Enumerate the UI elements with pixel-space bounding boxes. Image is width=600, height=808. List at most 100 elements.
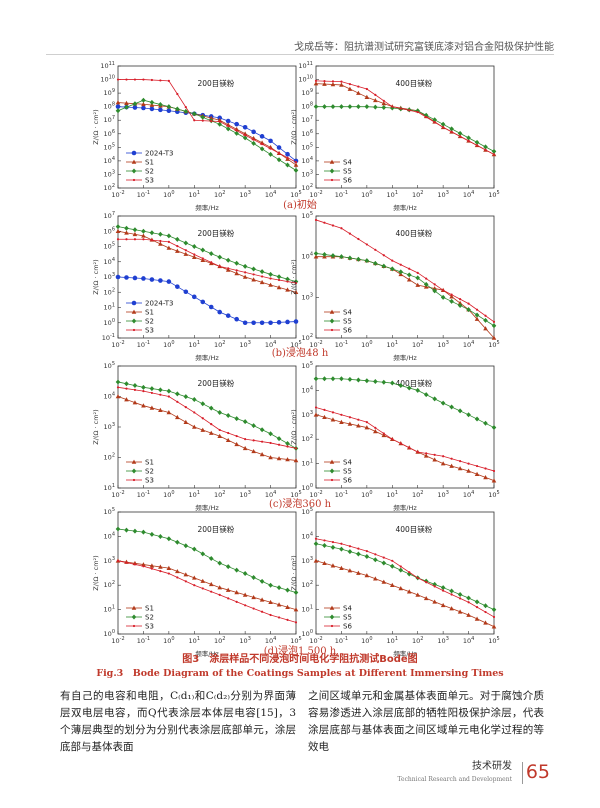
data-point-S1 <box>208 430 214 435</box>
y-tick-label: 104 <box>302 385 313 394</box>
data-point-S4 <box>432 286 437 291</box>
data-point-S5 <box>356 256 361 262</box>
y-tick-label: 1011 <box>298 61 313 70</box>
data-point-S4 <box>322 81 327 86</box>
data-point-S4 <box>457 466 463 471</box>
data-point-2024-T3 <box>268 138 273 144</box>
x-tick-label: 104 <box>463 190 474 199</box>
series-line-S3 <box>117 560 297 623</box>
data-point-S4 <box>347 86 353 91</box>
data-point-S6 <box>391 559 394 562</box>
y-tick-label: 1010 <box>298 75 313 84</box>
y-axis-label: Z/(Ω · cm²) <box>92 259 100 294</box>
data-point-S6 <box>475 464 479 468</box>
data-point-S5 <box>432 288 437 294</box>
data-point-2024-T3 <box>166 108 172 114</box>
x-tick-label: 101 <box>189 190 200 199</box>
data-point-S1 <box>208 581 214 587</box>
y-tick-label: 105 <box>104 361 115 370</box>
data-point-S3 <box>176 92 179 96</box>
data-point-S2 <box>124 381 129 387</box>
legend-marker <box>330 478 334 482</box>
data-point-S3 <box>277 443 281 446</box>
data-point-S4 <box>457 609 463 614</box>
x-tick-label: 102 <box>412 636 423 645</box>
series-line-S6 <box>315 407 495 472</box>
data-point-S2 <box>166 104 172 110</box>
data-point-2024-T3 <box>251 320 256 326</box>
y-tick-label: 107 <box>104 211 115 220</box>
data-point-S1 <box>183 572 189 577</box>
legend-marker <box>131 150 137 156</box>
x-tick-label: 10-2 <box>111 636 124 645</box>
data-point-S4 <box>432 457 437 462</box>
x-tick-label: 10-1 <box>137 340 150 349</box>
y-tick-label: 103 <box>104 169 115 178</box>
data-point-S5 <box>373 104 378 110</box>
data-point-S2 <box>225 413 231 419</box>
data-point-S3 <box>244 133 247 137</box>
legend-label: S4 <box>343 459 352 467</box>
plot-frame <box>117 511 297 635</box>
legend-label: S6 <box>343 477 352 485</box>
x-tick-label: 104 <box>265 636 276 645</box>
series-S4 <box>313 412 497 483</box>
x-tick-label: 101 <box>189 340 200 349</box>
data-point-S4 <box>415 282 421 287</box>
data-point-S2 <box>268 431 273 437</box>
x-tick-label: 10-2 <box>309 340 322 349</box>
y-tick-label: 106 <box>302 129 313 138</box>
data-point-S2 <box>115 108 121 114</box>
x-tick-label: 10-2 <box>309 190 322 199</box>
data-point-S2 <box>124 527 129 533</box>
data-point-S4 <box>313 254 319 259</box>
legend-marker <box>329 168 335 174</box>
data-point-S3 <box>227 124 230 128</box>
x-tick-label: 104 <box>265 340 276 349</box>
y-tick-label: 100 <box>104 318 115 327</box>
data-point-S2 <box>149 531 155 537</box>
data-point-S6 <box>374 553 377 556</box>
data-point-S2 <box>191 546 197 552</box>
data-point-S4 <box>381 579 387 584</box>
data-point-S1 <box>115 100 121 105</box>
data-point-S6 <box>391 438 394 441</box>
data-point-S2 <box>191 244 197 249</box>
data-point-S2 <box>251 266 256 272</box>
x-tick-label: 105 <box>290 340 301 349</box>
x-axis-label: 频率/Hz <box>195 353 219 362</box>
data-point-S3 <box>294 161 298 164</box>
data-point-2024-T3 <box>225 313 231 318</box>
data-point-S5 <box>322 376 327 382</box>
data-point-S1 <box>141 562 146 567</box>
data-point-S6 <box>357 547 360 550</box>
data-point-S6 <box>467 462 470 465</box>
legend-marker <box>131 168 137 174</box>
x-tick-label: 105 <box>488 636 499 645</box>
data-point-S6 <box>450 293 453 296</box>
data-point-S2 <box>251 140 256 146</box>
data-point-S3 <box>150 239 154 242</box>
legend-label: S4 <box>343 605 352 613</box>
data-point-S4 <box>364 425 370 430</box>
data-point-S3 <box>252 273 255 276</box>
data-point-S4 <box>339 565 344 570</box>
data-point-S6 <box>425 581 428 584</box>
data-point-S4 <box>457 300 463 305</box>
data-point-S6 <box>425 452 428 455</box>
footer-divider <box>522 762 523 784</box>
plot-frame <box>315 215 495 339</box>
data-point-S5 <box>474 599 480 605</box>
x-axis-label: 频率/Hz <box>195 203 219 212</box>
legend-label: S4 <box>343 159 352 167</box>
data-point-S1 <box>242 592 248 597</box>
data-point-S3 <box>235 600 238 603</box>
y-tick-label: 103 <box>104 272 115 281</box>
data-point-S5 <box>364 554 370 560</box>
data-point-S1 <box>175 568 180 574</box>
data-point-S5 <box>339 104 344 110</box>
data-point-S5 <box>356 104 361 110</box>
data-point-S2 <box>208 405 214 411</box>
data-point-2024-T3 <box>217 309 223 315</box>
data-point-S6 <box>408 571 411 574</box>
